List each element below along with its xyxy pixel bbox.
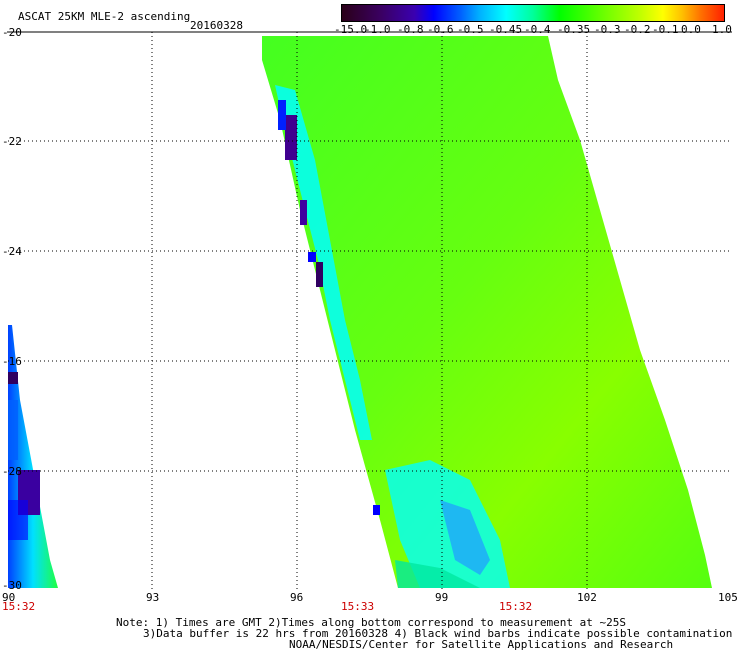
lat-tick-label: -20	[2, 26, 22, 39]
lon-tick-label: 99	[435, 591, 449, 604]
swath-left-blue	[8, 500, 28, 540]
lon-tick-label: 90	[2, 591, 16, 604]
lat-tick-label: -24	[2, 245, 22, 258]
colorbar-label: 1.0	[712, 23, 732, 36]
colorbar	[341, 4, 725, 22]
lat-tick-label: -28	[2, 465, 22, 478]
swath-cell-purple	[285, 115, 297, 160]
swath-left-purple	[8, 372, 18, 384]
time-label: 15:32	[2, 600, 36, 613]
swath-main	[262, 36, 712, 588]
product-date: 20160328	[190, 19, 243, 32]
swath-cell-blue	[278, 100, 286, 130]
swath-edge-cyan	[275, 85, 372, 440]
swath-cell-blue	[308, 252, 316, 262]
colorbar-label: -0.8	[397, 23, 424, 36]
colorbar-label: -15.0	[334, 23, 368, 36]
swath-left-blue	[8, 400, 18, 460]
colorbar-label: -0.35	[557, 23, 591, 36]
lon-tick-label: 96	[290, 591, 304, 604]
note-line: 3)Data buffer is 22 hrs from 20160328 4)…	[143, 627, 733, 640]
colorbar-label: -0.1	[652, 23, 679, 36]
swath-blue-blob	[440, 500, 490, 575]
swath-cell-blue	[373, 505, 380, 515]
lon-tick-label: 102	[577, 591, 597, 604]
lon-tick-label: 105	[718, 591, 738, 604]
product-title: ASCAT 25KM MLE-2 ascending	[18, 10, 191, 23]
grid	[8, 32, 732, 590]
swath-cyan-bottom	[395, 560, 480, 588]
swath-cell-purple	[300, 200, 307, 225]
colorbar-label: -0.6	[427, 23, 454, 36]
lat-tick-label: -30	[2, 579, 22, 592]
colorbar-label: 0.0	[681, 23, 701, 36]
colorbar-label: -0.3	[594, 23, 621, 36]
time-label: 15:32	[499, 600, 533, 613]
note-line: Note: 1) Times are GMT 2)Times along bot…	[116, 616, 626, 629]
note-line: NOAA/NESDIS/Center for Satellite Applica…	[289, 638, 674, 651]
colorbar-label: -0.4	[524, 23, 551, 36]
time-label: 15:33	[341, 600, 375, 613]
colorbar-label: -1.0	[364, 23, 391, 36]
lon-tick-label: 93	[146, 591, 160, 604]
lat-tick-label: -16	[2, 355, 22, 368]
colorbar-label: -0.45	[489, 23, 523, 36]
lat-tick-label: -22	[2, 135, 22, 148]
swath-cell-purple	[316, 262, 323, 287]
colorbar-label: -0.5	[457, 23, 484, 36]
colorbar-label: -0.2	[624, 23, 651, 36]
